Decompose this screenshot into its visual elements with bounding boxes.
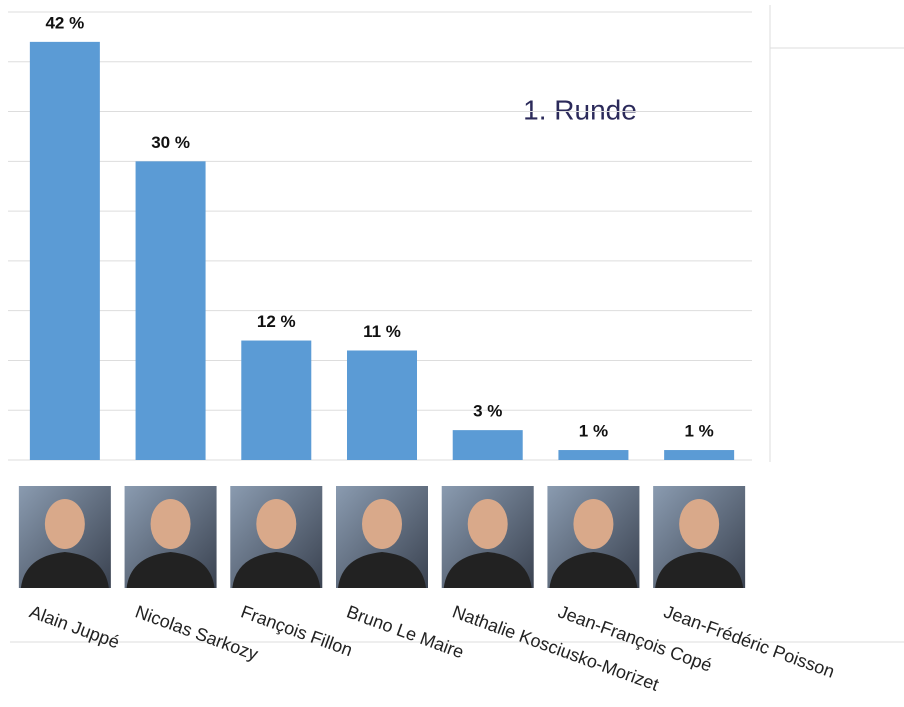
page: 1. Runde 42 %Alain Juppé30 %Nicolas Sark… [0,0,904,707]
x-tick-label: Bruno Le Maire [344,601,466,662]
photo-head [256,499,296,549]
bar [453,430,523,460]
value-label: 1 % [684,422,713,441]
value-label: 11 % [363,322,401,341]
bar [241,341,311,460]
photo-head [151,499,191,549]
photo [442,486,534,588]
photo-head [679,499,719,549]
photo [547,486,639,588]
photo [336,486,428,588]
photo-head [573,499,613,549]
photo [230,486,322,588]
bar [347,350,417,460]
photo-head [468,499,508,549]
bar [136,161,206,460]
value-label: 3 % [473,402,502,421]
photo [125,486,217,588]
value-label: 1 % [579,422,608,441]
chart: 1. Runde 42 %Alain Juppé30 %Nicolas Sark… [0,0,904,707]
value-label: 12 % [257,312,296,331]
photo-head [362,499,402,549]
photo-head [45,499,85,549]
annotation: 1. Runde [523,94,637,125]
x-tick-label: Nathalie Kosciusko-Morizet [450,601,662,694]
value-label: 30 % [151,133,190,152]
bar [30,42,100,460]
photo [653,486,745,588]
x-tick-label: Alain Juppé [27,601,122,652]
bar [664,450,734,460]
photo [19,486,111,588]
bar [558,450,628,460]
value-label: 42 % [45,13,84,32]
